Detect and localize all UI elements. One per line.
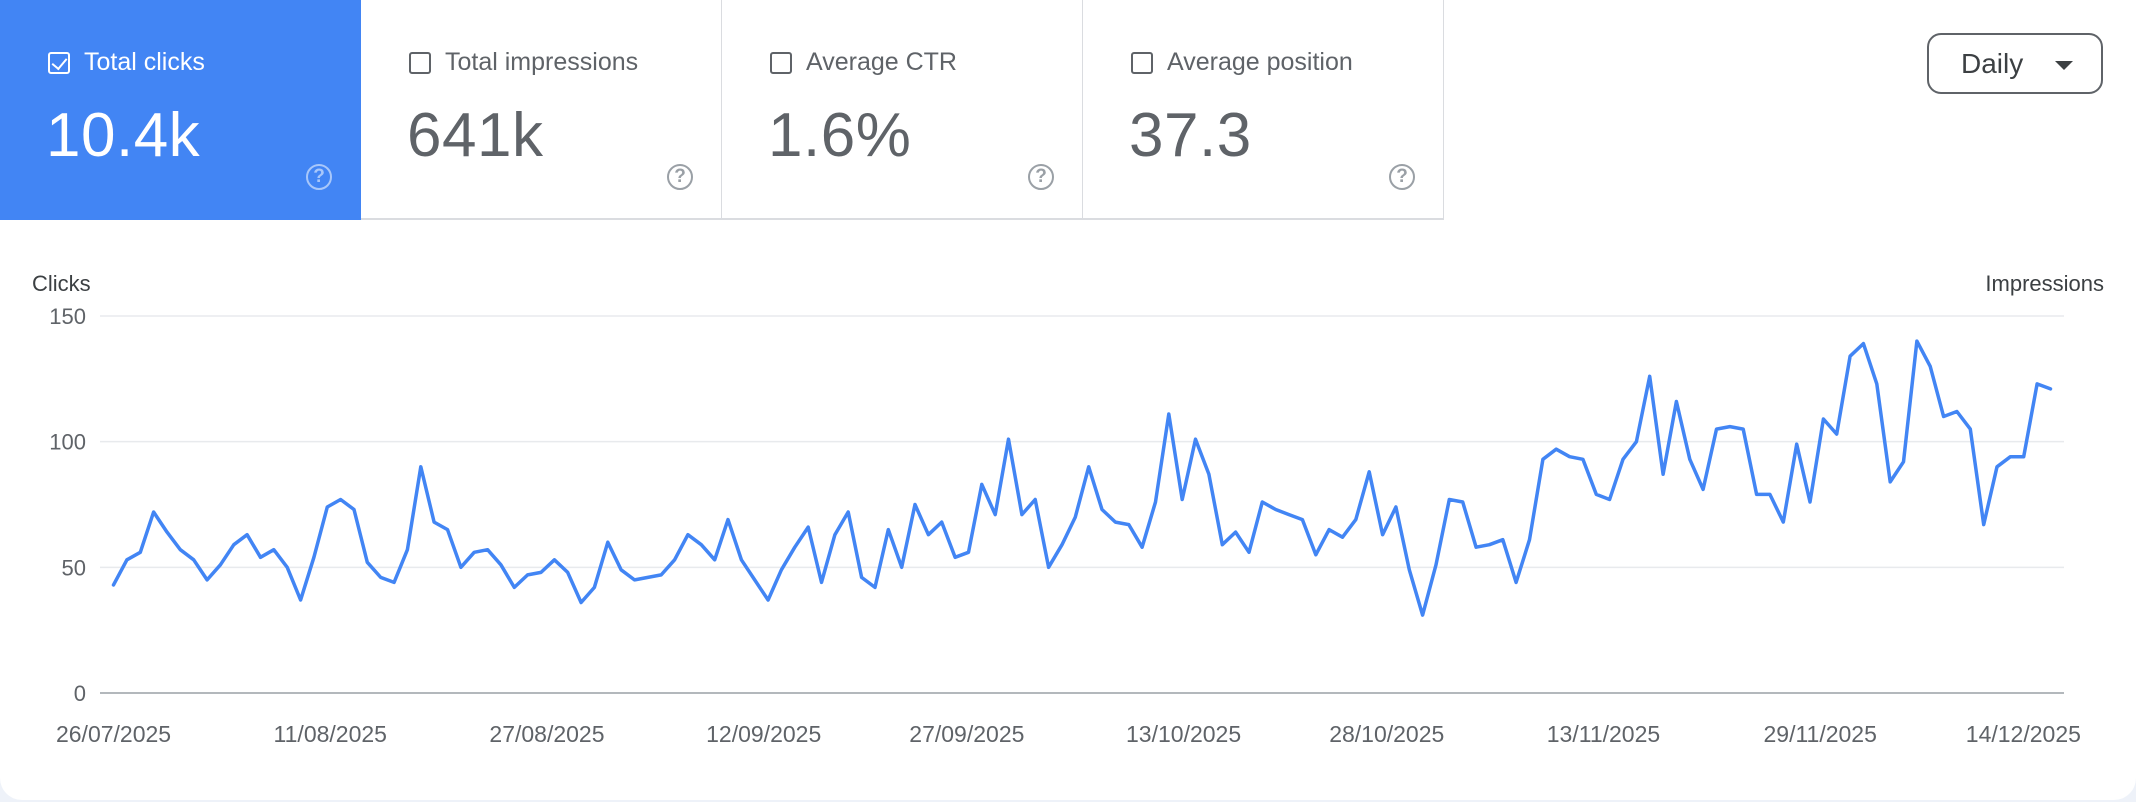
metric-value: 641k (407, 101, 544, 170)
metric-tile-total-clicks[interactable]: Total clicks 10.4k ? (0, 0, 361, 220)
y-tick-label: 0 (74, 681, 86, 706)
x-tick-label: 27/09/2025 (909, 721, 1024, 747)
help-icon[interactable]: ? (667, 164, 693, 190)
x-tick-label: 28/10/2025 (1329, 721, 1444, 747)
x-tick-label: 13/10/2025 (1126, 721, 1241, 747)
y-tick-label: 150 (49, 304, 86, 329)
x-tick-label: 29/11/2025 (1763, 721, 1876, 747)
x-tick-label: 26/07/2025 (56, 721, 171, 747)
y-tick-label: 100 (49, 430, 86, 455)
metric-value: 10.4k (46, 101, 201, 170)
help-icon[interactable]: ? (1028, 164, 1054, 190)
y-tick-label: 50 (62, 555, 86, 580)
metric-label: Average CTR (806, 48, 957, 76)
x-tick-label: 11/08/2025 (274, 721, 387, 747)
checkbox-unchecked-icon[interactable] (770, 51, 792, 74)
y-axis-label-right: Impressions (1985, 271, 2104, 296)
metric-label: Total clicks (84, 48, 205, 76)
x-tick-label: 12/09/2025 (706, 721, 821, 747)
metric-header: Total clicks (48, 48, 205, 77)
metric-tile-average-ctr[interactable]: Average CTR 1.6% ? (722, 0, 1083, 220)
metric-header: Average CTR (770, 48, 957, 77)
metric-label: Average position (1167, 48, 1353, 76)
checkbox-checked-icon[interactable] (48, 51, 70, 74)
granularity-dropdown[interactable]: Daily (1927, 33, 2103, 94)
checkbox-unchecked-icon[interactable] (1131, 51, 1153, 74)
caret-down-icon (2055, 61, 2073, 70)
series-line-clicks[interactable] (111, 339, 2053, 617)
help-icon[interactable]: ? (306, 164, 332, 190)
x-tick-label: 14/12/2025 (1966, 721, 2081, 747)
metric-value: 37.3 (1129, 101, 1252, 170)
x-tick-label: 13/11/2025 (1547, 721, 1660, 747)
help-icon[interactable]: ? (1389, 164, 1415, 190)
x-tick-label: 27/08/2025 (489, 721, 604, 747)
metric-tile-average-position[interactable]: Average position 37.3 ? (1083, 0, 1444, 220)
granularity-selected: Daily (1961, 47, 2024, 79)
checkbox-unchecked-icon[interactable] (409, 51, 431, 74)
metric-label: Total impressions (445, 48, 639, 76)
metric-tile-total-impressions[interactable]: Total impressions 641k ? (361, 0, 722, 220)
metric-header: Average position (1131, 48, 1353, 77)
metric-header: Total impressions (409, 48, 638, 77)
y-axis-label-left: Clicks (32, 271, 91, 296)
metric-value: 1.6% (768, 101, 912, 170)
metric-tiles: Total clicks 10.4k ? Total impressions 6… (0, 0, 1444, 220)
